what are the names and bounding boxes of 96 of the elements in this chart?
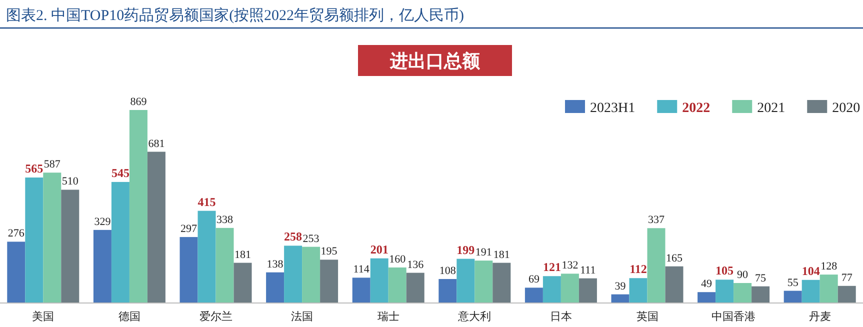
data-label: 136 (407, 258, 424, 271)
data-label: 49 (701, 278, 713, 290)
data-label: 77 (841, 272, 853, 284)
bar (302, 246, 320, 303)
data-label: 415 (198, 194, 216, 209)
data-label: 191 (475, 246, 492, 259)
bar (820, 274, 838, 303)
x-tick-label: 美国 (32, 310, 54, 323)
bar (388, 267, 406, 303)
bar (320, 260, 338, 303)
data-label: 510 (62, 176, 79, 188)
legend-label: 2023H1 (590, 101, 636, 116)
bar (578, 278, 597, 303)
data-label: 258 (284, 230, 302, 244)
bar (352, 278, 370, 303)
data-label: 111 (580, 264, 596, 276)
bar (198, 210, 216, 303)
subtitle: 进出口总额 (390, 51, 480, 71)
data-label: 337 (648, 214, 665, 226)
bar (802, 280, 820, 303)
data-label: 681 (148, 138, 165, 150)
data-label: 565 (25, 162, 44, 176)
bar (61, 190, 80, 303)
bar (611, 294, 630, 303)
data-label: 338 (216, 214, 234, 226)
bar (542, 276, 561, 303)
x-tick-label: 意大利 (457, 310, 492, 323)
data-label: 587 (44, 158, 61, 171)
bar (752, 286, 770, 303)
legend-label: 2022 (682, 101, 710, 116)
data-label: 39 (614, 280, 626, 292)
bar (524, 288, 543, 303)
bar (147, 152, 166, 303)
bar (266, 272, 284, 303)
data-label: 132 (562, 260, 578, 272)
x-tick-label: 法国 (291, 310, 314, 323)
data-label: 199 (456, 242, 475, 257)
bar (216, 228, 234, 303)
x-tick-label: 英国 (636, 310, 658, 323)
x-tick-label: 中国香港 (712, 310, 756, 323)
data-label: 108 (439, 265, 456, 278)
data-label: 297 (180, 223, 198, 236)
bar (492, 262, 511, 303)
bar (698, 292, 716, 303)
bar (7, 242, 26, 303)
bar (406, 272, 424, 303)
title: 图表2. 中国TOP10药品贸易额国家(按照2022年贸易额排列，亿人民币) (6, 8, 464, 24)
data-label: 545 (111, 166, 130, 180)
bar (43, 172, 62, 303)
x-tick-label: 爱尔兰 (199, 310, 232, 323)
bar (716, 280, 734, 303)
x-tick-label: 丹麦 (808, 310, 831, 323)
data-label: 138 (266, 258, 284, 270)
data-label: 121 (542, 260, 561, 274)
data-label: 69 (528, 274, 540, 286)
data-label: 869 (130, 96, 148, 108)
data-label: 181 (234, 248, 251, 261)
legend-label: 2020 (832, 101, 860, 116)
data-label: 195 (320, 246, 338, 258)
bar (838, 286, 856, 303)
legend-label: 2021 (757, 101, 786, 116)
bar (456, 258, 475, 303)
data-label: 253 (302, 232, 320, 245)
bar (734, 283, 752, 303)
data-label: 181 (493, 248, 510, 261)
data-label: 104 (802, 264, 820, 278)
bar (284, 246, 302, 303)
bar (234, 262, 252, 303)
data-label: 55 (787, 276, 799, 289)
bar (438, 279, 457, 303)
data-label: 160 (389, 253, 406, 266)
bar (180, 237, 198, 303)
bar (665, 266, 684, 303)
data-label: 112 (630, 262, 647, 276)
data-label: 114 (353, 264, 370, 276)
bar (370, 258, 388, 303)
bar (111, 182, 130, 303)
bar (474, 260, 493, 303)
bar (560, 274, 579, 303)
data-label: 128 (820, 260, 838, 273)
data-label: 90 (737, 269, 749, 282)
data-label: 105 (716, 264, 734, 278)
x-tick-label: 德国 (118, 311, 140, 323)
data-label: 165 (666, 252, 683, 264)
bar (93, 230, 112, 303)
data-label: 201 (370, 242, 388, 256)
x-tick-label: 日本 (550, 310, 572, 323)
data-label: 75 (755, 272, 767, 284)
bar (647, 228, 666, 303)
data-label: 329 (94, 216, 112, 228)
bar (629, 278, 648, 303)
x-tick-label: 瑞士 (377, 310, 400, 323)
bar (784, 290, 802, 303)
data-label: 276 (8, 228, 25, 240)
bar (129, 110, 148, 303)
bar (25, 178, 44, 303)
